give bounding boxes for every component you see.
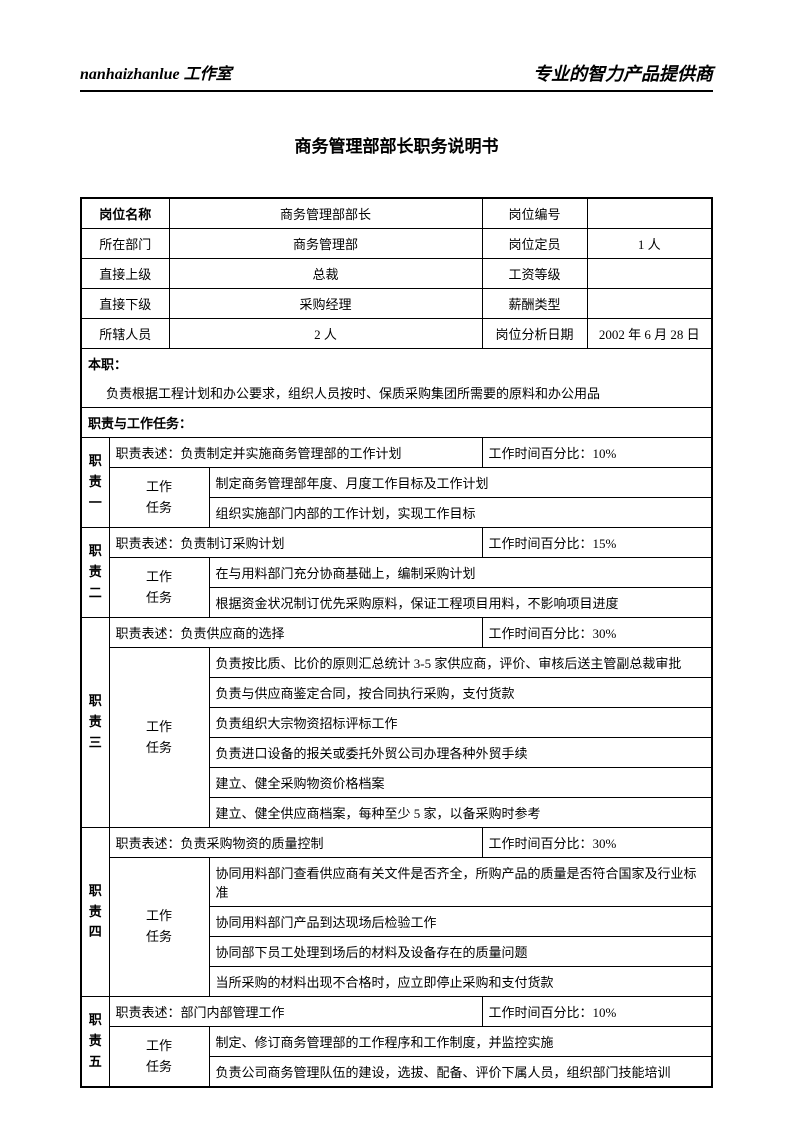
info-value: 采购经理: [169, 289, 482, 319]
duty-time: 工作时间百分比：10%: [482, 438, 712, 468]
duty-desc: 职责表述：负责制定并实施商务管理部的工作计划: [109, 438, 482, 468]
info-label: 薪酬类型: [482, 289, 587, 319]
info-label: 岗位名称: [81, 198, 169, 229]
duties-header: 职责与工作任务：: [81, 408, 712, 438]
duty-time: 工作时间百分比：10%: [482, 997, 712, 1027]
info-label: 岗位定员: [482, 229, 587, 259]
info-value: [587, 259, 712, 289]
info-row: 所辖人员 2 人 岗位分析日期 2002 年 6 月 28 日: [81, 319, 712, 349]
header-left: nanhaizhanlue 工作室: [80, 60, 232, 86]
info-row: 直接上级 总裁 工资等级: [81, 259, 712, 289]
task-text: 负责与供应商鉴定合同，按合同执行采购，支付货款: [209, 678, 712, 708]
task-row: 工作任务 制定商务管理部年度、月度工作目标及工作计划: [81, 468, 712, 498]
page-header: nanhaizhanlue 工作室 专业的智力产品提供商: [80, 60, 713, 92]
duty-desc: 职责表述：部门内部管理工作: [109, 997, 482, 1027]
duties-header-row: 职责与工作任务：: [81, 408, 712, 438]
task-text: 负责公司商务管理队伍的建设，选拔、配备、评价下属人员，组织部门技能培训: [209, 1057, 712, 1088]
info-value: 2 人: [169, 319, 482, 349]
document-title: 商务管理部部长职务说明书: [80, 132, 713, 157]
info-row: 直接下级 采购经理 薪酬类型: [81, 289, 712, 319]
info-label: 所在部门: [81, 229, 169, 259]
duty-number: 职责一: [81, 438, 109, 528]
duty-row: 职责一 职责表述：负责制定并实施商务管理部的工作计划 工作时间百分比：10%: [81, 438, 712, 468]
task-text: 制定商务管理部年度、月度工作目标及工作计划: [209, 468, 712, 498]
task-text: 协同用料部门产品到达现场后检验工作: [209, 907, 712, 937]
duty-row: 职责四 职责表述：负责采购物资的质量控制 工作时间百分比：30%: [81, 828, 712, 858]
benzhi-text: 负责根据工程计划和办公要求，组织人员按时、保质采购集团所需要的原料和办公用品: [81, 378, 712, 408]
task-text: 在与用料部门充分协商基础上，编制采购计划: [209, 558, 712, 588]
duty-number: 职责三: [81, 618, 109, 828]
benzhi-content: 负责根据工程计划和办公要求，组织人员按时、保质采购集团所需要的原料和办公用品: [81, 378, 712, 408]
duty-number: 职责四: [81, 828, 109, 997]
info-value: 总裁: [169, 259, 482, 289]
duty-time: 工作时间百分比：30%: [482, 618, 712, 648]
task-row: 工作任务 制定、修订商务管理部的工作程序和工作制度，并监控实施: [81, 1027, 712, 1057]
info-row: 所在部门 商务管理部 岗位定员 1 人: [81, 229, 712, 259]
info-value: 商务管理部: [169, 229, 482, 259]
task-row: 工作任务 协同用料部门查看供应商有关文件是否齐全，所购产品的质量是否符合国家及行…: [81, 858, 712, 907]
task-label: 工作任务: [109, 648, 209, 828]
task-text: 协同用料部门查看供应商有关文件是否齐全，所购产品的质量是否符合国家及行业标准: [209, 858, 712, 907]
duty-desc: 职责表述：负责供应商的选择: [109, 618, 482, 648]
info-value: [587, 289, 712, 319]
task-text: 协同部下员工处理到场后的材料及设备存在的质量问题: [209, 937, 712, 967]
duty-row: 职责三 职责表述：负责供应商的选择 工作时间百分比：30%: [81, 618, 712, 648]
duty-desc: 职责表述：负责采购物资的质量控制: [109, 828, 482, 858]
task-text: 制定、修订商务管理部的工作程序和工作制度，并监控实施: [209, 1027, 712, 1057]
task-text: 建立、健全采购物资价格档案: [209, 768, 712, 798]
info-value: 商务管理部部长: [169, 198, 482, 229]
info-label: 直接下级: [81, 289, 169, 319]
task-text: 建立、健全供应商档案，每种至少 5 家，以备采购时参考: [209, 798, 712, 828]
task-text: 根据资金状况制订优先采购原料，保证工程项目用料，不影响项目进度: [209, 588, 712, 618]
info-value: [587, 198, 712, 229]
task-label: 工作任务: [109, 558, 209, 618]
task-label: 工作任务: [109, 468, 209, 528]
task-text: 组织实施部门内部的工作计划，实现工作目标: [209, 498, 712, 528]
duty-time: 工作时间百分比：30%: [482, 828, 712, 858]
benzhi-header: 本职：: [81, 349, 712, 379]
task-label: 工作任务: [109, 1027, 209, 1088]
info-value: 1 人: [587, 229, 712, 259]
info-label: 工资等级: [482, 259, 587, 289]
info-label: 所辖人员: [81, 319, 169, 349]
duty-number: 职责五: [81, 997, 109, 1088]
task-row: 工作任务 负责按比质、比价的原则汇总统计 3-5 家供应商，评价、审核后送主管副…: [81, 648, 712, 678]
duty-desc: 职责表述：负责制订采购计划: [109, 528, 482, 558]
info-label: 直接上级: [81, 259, 169, 289]
duty-time: 工作时间百分比：15%: [482, 528, 712, 558]
header-right: 专业的智力产品提供商: [533, 60, 713, 86]
task-text: 当所采购的材料出现不合格时，应立即停止采购和支付货款: [209, 967, 712, 997]
benzhi-label: 本职：: [81, 349, 712, 379]
duty-number: 职责二: [81, 528, 109, 618]
info-label: 岗位编号: [482, 198, 587, 229]
task-row: 工作任务 在与用料部门充分协商基础上，编制采购计划: [81, 558, 712, 588]
duty-row: 职责二 职责表述：负责制订采购计划 工作时间百分比：15%: [81, 528, 712, 558]
job-description-table: 岗位名称 商务管理部部长 岗位编号 所在部门 商务管理部 岗位定员 1 人 直接…: [80, 197, 713, 1088]
task-label: 工作任务: [109, 858, 209, 997]
info-value: 2002 年 6 月 28 日: [587, 319, 712, 349]
task-text: 负责按比质、比价的原则汇总统计 3-5 家供应商，评价、审核后送主管副总裁审批: [209, 648, 712, 678]
task-text: 负责进口设备的报关或委托外贸公司办理各种外贸手续: [209, 738, 712, 768]
info-label: 岗位分析日期: [482, 319, 587, 349]
duty-row: 职责五 职责表述：部门内部管理工作 工作时间百分比：10%: [81, 997, 712, 1027]
task-text: 负责组织大宗物资招标评标工作: [209, 708, 712, 738]
info-row: 岗位名称 商务管理部部长 岗位编号: [81, 198, 712, 229]
